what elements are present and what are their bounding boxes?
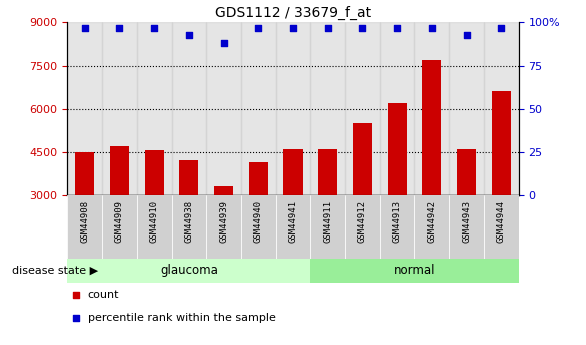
Bar xyxy=(457,149,476,195)
Point xyxy=(115,25,124,30)
FancyBboxPatch shape xyxy=(449,195,484,259)
Bar xyxy=(248,162,268,195)
Bar xyxy=(275,22,311,195)
Text: GSM44940: GSM44940 xyxy=(254,200,263,243)
Bar xyxy=(492,91,511,195)
FancyBboxPatch shape xyxy=(275,195,311,259)
Text: GSM44943: GSM44943 xyxy=(462,200,471,243)
Point xyxy=(393,25,402,30)
Bar xyxy=(102,22,137,195)
Text: GSM44910: GSM44910 xyxy=(149,200,159,243)
FancyBboxPatch shape xyxy=(102,195,137,259)
Point xyxy=(80,25,90,30)
FancyBboxPatch shape xyxy=(206,195,241,259)
Text: GSM44913: GSM44913 xyxy=(393,200,401,243)
Point xyxy=(149,25,159,30)
Text: GSM44941: GSM44941 xyxy=(288,200,298,243)
Text: count: count xyxy=(88,290,119,300)
Bar xyxy=(311,22,345,195)
Text: percentile rank within the sample: percentile rank within the sample xyxy=(88,313,275,323)
Bar xyxy=(449,22,484,195)
Text: GSM44938: GSM44938 xyxy=(185,200,193,243)
Text: normal: normal xyxy=(394,264,435,277)
Point xyxy=(462,32,471,37)
Text: GSM44908: GSM44908 xyxy=(80,200,89,243)
Bar xyxy=(284,149,302,195)
Bar xyxy=(110,146,129,195)
FancyBboxPatch shape xyxy=(172,195,206,259)
FancyBboxPatch shape xyxy=(311,259,519,283)
Bar xyxy=(172,22,206,195)
Bar xyxy=(206,22,241,195)
Text: GSM44911: GSM44911 xyxy=(323,200,332,243)
Point xyxy=(323,25,332,30)
Bar xyxy=(318,149,338,195)
FancyBboxPatch shape xyxy=(345,195,380,259)
FancyBboxPatch shape xyxy=(67,195,102,259)
Point xyxy=(427,25,437,30)
Point xyxy=(496,25,506,30)
Bar xyxy=(423,60,441,195)
Text: GSM44939: GSM44939 xyxy=(219,200,228,243)
Bar xyxy=(345,22,380,195)
FancyBboxPatch shape xyxy=(484,195,519,259)
Bar xyxy=(380,22,414,195)
Point xyxy=(71,315,81,321)
Point xyxy=(184,32,193,37)
Point xyxy=(288,25,298,30)
Text: GSM44909: GSM44909 xyxy=(115,200,124,243)
FancyBboxPatch shape xyxy=(311,195,345,259)
Bar xyxy=(67,22,102,195)
Text: glaucoma: glaucoma xyxy=(160,264,218,277)
Point xyxy=(254,25,263,30)
Point xyxy=(71,293,81,298)
Bar xyxy=(145,150,163,195)
Bar xyxy=(75,152,94,195)
Text: GSM44912: GSM44912 xyxy=(358,200,367,243)
FancyBboxPatch shape xyxy=(67,259,311,283)
Bar xyxy=(214,186,233,195)
Bar xyxy=(241,22,275,195)
Bar xyxy=(353,123,372,195)
Bar xyxy=(414,22,449,195)
FancyBboxPatch shape xyxy=(414,195,449,259)
Bar xyxy=(387,103,407,195)
Bar xyxy=(484,22,519,195)
Point xyxy=(357,25,367,30)
Point xyxy=(219,40,229,46)
Text: disease state ▶: disease state ▶ xyxy=(12,266,98,276)
Text: GSM44942: GSM44942 xyxy=(427,200,437,243)
FancyBboxPatch shape xyxy=(241,195,275,259)
FancyBboxPatch shape xyxy=(137,195,172,259)
Bar xyxy=(137,22,172,195)
Text: GSM44944: GSM44944 xyxy=(497,200,506,243)
Title: GDS1112 / 33679_f_at: GDS1112 / 33679_f_at xyxy=(215,6,371,20)
Bar xyxy=(179,160,199,195)
FancyBboxPatch shape xyxy=(380,195,414,259)
